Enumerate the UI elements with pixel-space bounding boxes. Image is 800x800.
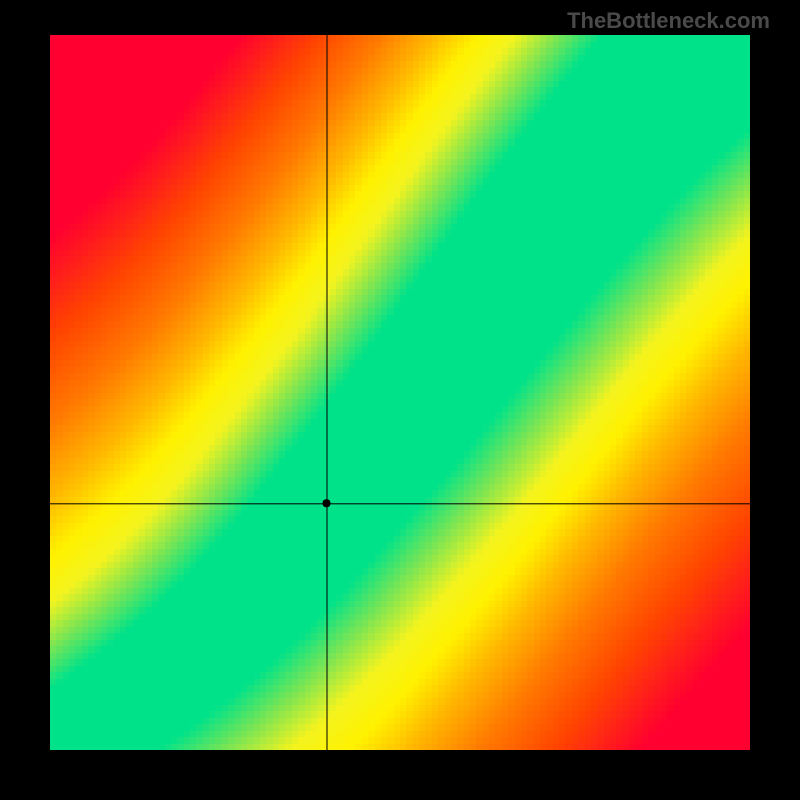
- heatmap-canvas: [50, 35, 750, 750]
- watermark-text: TheBottleneck.com: [567, 8, 770, 34]
- bottleneck-heatmap: [50, 35, 750, 750]
